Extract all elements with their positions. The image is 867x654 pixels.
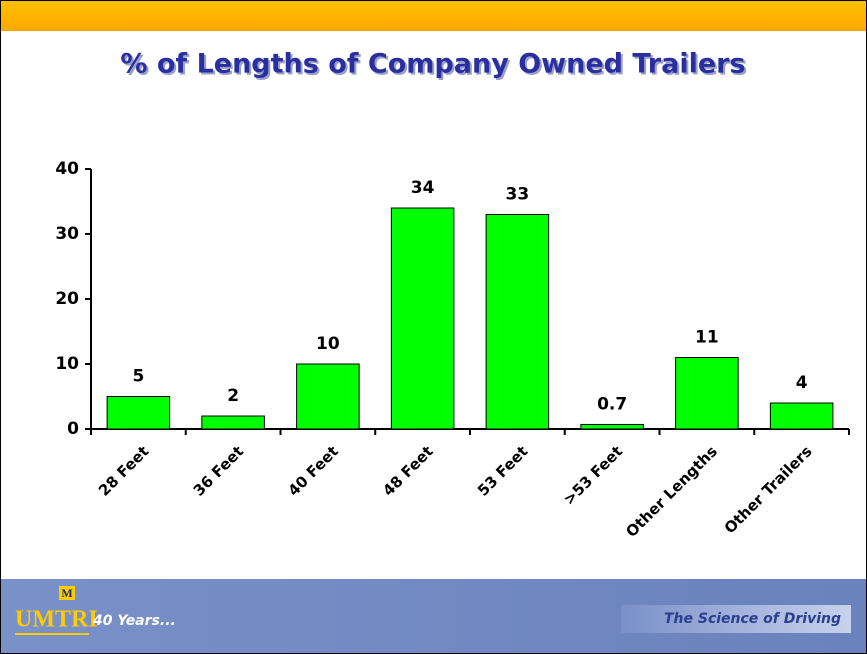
- x-tick-label: >53 Feet: [560, 442, 626, 508]
- y-tick-label: 10: [55, 354, 79, 374]
- bar: [296, 363, 360, 430]
- x-tick-label: 40 Feet: [284, 442, 341, 499]
- x-tick-label: 36 Feet: [190, 442, 247, 499]
- x-tick-label: 53 Feet: [474, 442, 531, 499]
- value-label: 2: [227, 386, 239, 406]
- value-label: 0.7: [597, 394, 627, 414]
- logo: UMTRI: [15, 607, 98, 633]
- bar: [675, 357, 739, 430]
- logo-mark: M: [61, 586, 72, 600]
- x-tick-label: Other Lengths: [622, 442, 721, 541]
- value-label: 34: [411, 178, 435, 198]
- bar: [485, 214, 550, 430]
- slogan: The Science of Driving: [664, 611, 841, 627]
- value-label: 4: [796, 373, 808, 393]
- logo-block: [59, 586, 75, 600]
- bar: [580, 423, 644, 430]
- x-tick-label: Other Trailers: [721, 442, 816, 537]
- tagline: 40 Years...: [92, 613, 176, 629]
- bar: [769, 402, 834, 430]
- value-label: 11: [695, 328, 719, 348]
- bar: [201, 415, 265, 430]
- y-tick-label: 0: [67, 419, 79, 439]
- value-label: 5: [132, 367, 144, 387]
- value-label: 33: [506, 185, 530, 205]
- bar: [106, 396, 171, 430]
- y-tick-label: 30: [55, 224, 79, 244]
- value-label: 10: [316, 334, 340, 354]
- x-tick-label: 28 Feet: [95, 442, 152, 499]
- y-tick-label: 20: [55, 289, 79, 309]
- bar: [390, 207, 455, 430]
- y-tick-label: 40: [55, 159, 79, 179]
- slogan-band: [621, 605, 851, 633]
- x-tick-label: 48 Feet: [379, 442, 436, 499]
- top-band: [1, 1, 866, 31]
- chart-title: % of Lengths of Company Owned Trailers: [120, 49, 745, 80]
- title-shadow: % of Lengths of Company Owned Trailers: [122, 51, 747, 82]
